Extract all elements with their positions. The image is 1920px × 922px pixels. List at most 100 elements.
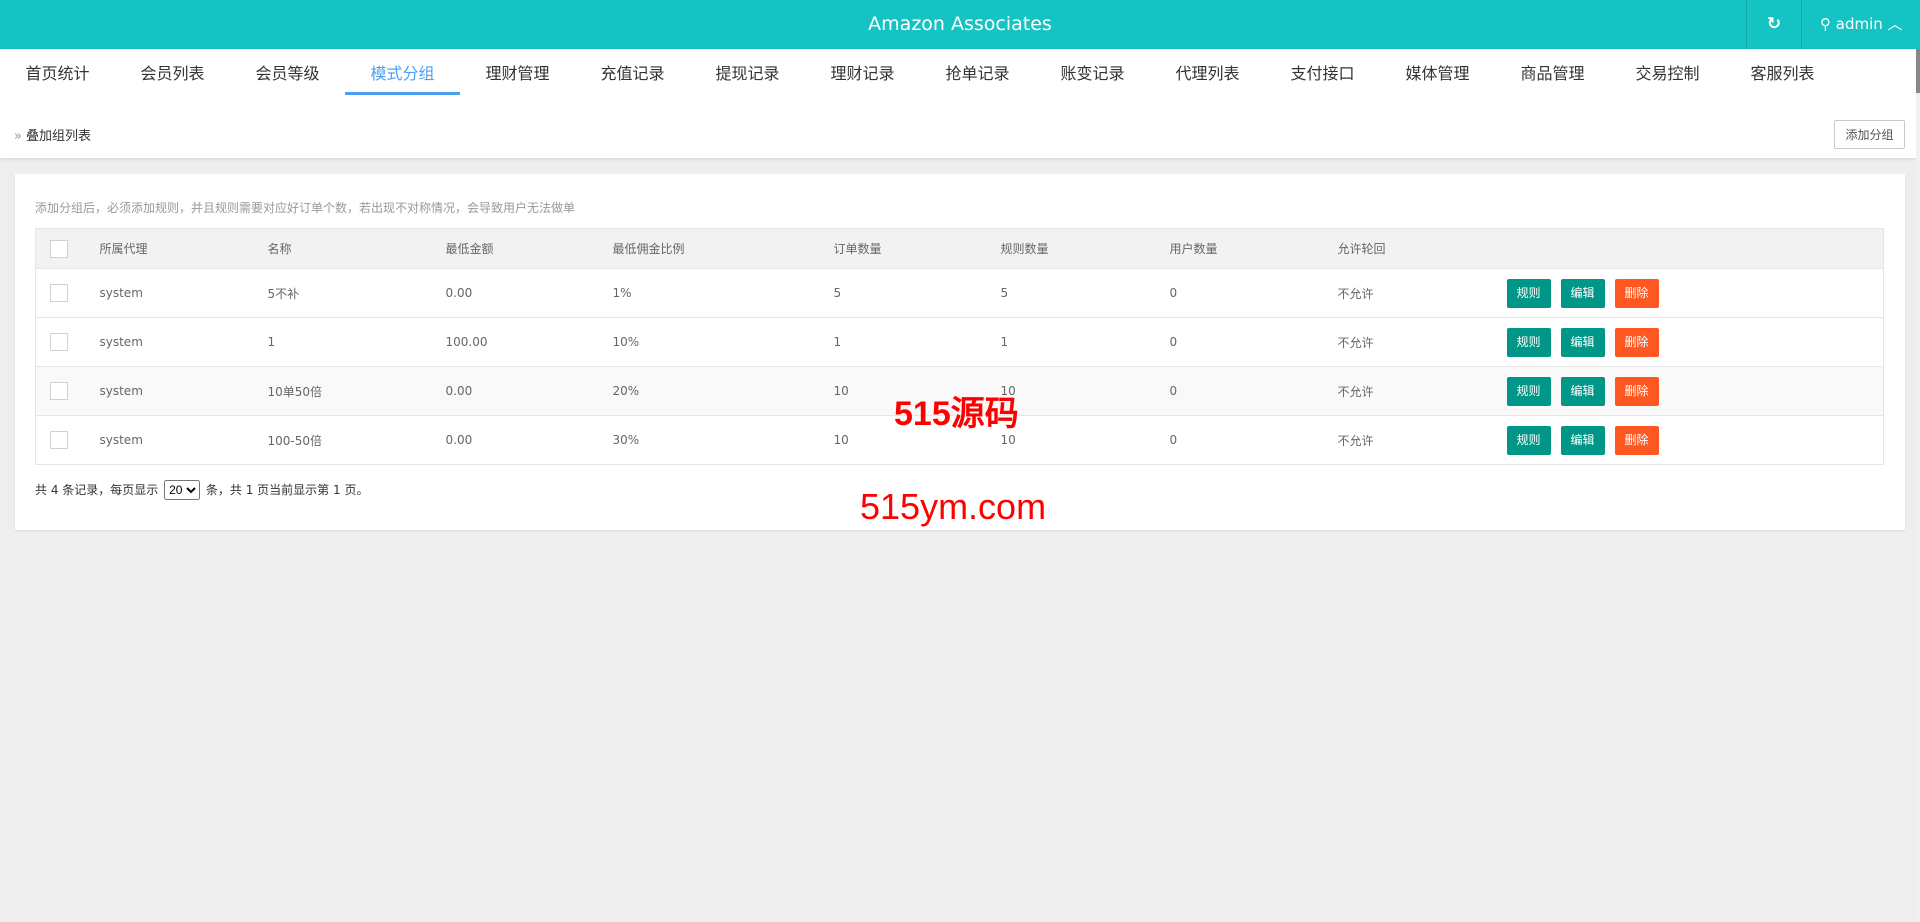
table-cell: 不允许	[1337, 317, 1507, 367]
tab-13[interactable]: 媒体管理	[1405, 64, 1470, 83]
pagination: 共 4 条记录，每页显示 20 条，共 1 页当前显示第 1 页。	[35, 480, 368, 500]
table-cell: 不允许	[1337, 268, 1507, 318]
rule-button[interactable]: 规则	[1506, 327, 1551, 357]
table-cell: 1	[1000, 317, 1170, 367]
tab-7[interactable]: 提现记录	[715, 64, 780, 83]
breadcrumb-label: 叠加组列表	[25, 129, 91, 144]
top-bar: Amazon Associates ↻ ⚲ admin ︿	[0, 0, 1920, 49]
hint-text: 添加分组后，必须添加规则，并且规则需要对应好订单个数，若出现不对称情况，会导致用…	[35, 201, 576, 215]
pager-prefix: 共 4 条记录，每页显示	[35, 483, 159, 497]
table-cell: 0	[1169, 268, 1338, 318]
app-title: Amazon Associates	[868, 13, 1052, 35]
user-menu[interactable]: ⚲ admin ︿	[1820, 0, 1903, 49]
column-header: 最低佣金比例	[612, 228, 834, 269]
delete-button[interactable]: 删除	[1614, 376, 1659, 406]
watermark-url: 515ym.com	[860, 486, 1047, 527]
table-row: system 1 100.00 10% 1 1 0 不允许 规则 编辑 删除	[35, 317, 1884, 367]
table-cell: system	[99, 415, 268, 465]
tab-10[interactable]: 账变记录	[1060, 64, 1125, 83]
breadcrumb: » 叠加组列表	[14, 125, 91, 144]
table-cell: 10%	[612, 317, 834, 367]
column-header: 所属代理	[99, 228, 268, 269]
column-header: 规则数量	[1000, 228, 1170, 269]
rule-button[interactable]: 规则	[1506, 278, 1551, 308]
refresh-icon[interactable]: ↻	[1746, 0, 1802, 49]
column-header: 允许轮回	[1337, 228, 1507, 269]
tab-1[interactable]: 首页统计	[25, 64, 90, 83]
table-cell: 5不补	[267, 268, 446, 318]
table-cell: 1	[267, 317, 446, 367]
group-table: 所属代理 名称 最低金额 最低佣金比例 订单数量 规则数量 用户数量 允许轮回 system 5…	[35, 228, 1884, 465]
tab-5[interactable]: 理财管理	[485, 64, 550, 83]
table-cell: 10单50倍	[267, 366, 446, 416]
table-cell: 0	[1169, 366, 1338, 416]
table-cell: 1	[833, 317, 1001, 367]
tab-15[interactable]: 交易控制	[1635, 64, 1700, 83]
table-cell: system	[99, 366, 268, 416]
table-cell: 100-50倍	[267, 415, 446, 465]
watermark-text: 515源码	[894, 395, 1019, 433]
scrollbar-thumb[interactable]	[1916, 49, 1920, 93]
table-cell: 20%	[612, 366, 834, 416]
table-cell: 不允许	[1337, 366, 1507, 416]
user-icon: ⚲	[1820, 15, 1836, 33]
table-cell: 10	[833, 366, 1001, 416]
rule-button[interactable]: 规则	[1506, 425, 1551, 455]
table-cell: 0	[1169, 415, 1338, 465]
tab-16[interactable]: 客服列表	[1750, 64, 1815, 83]
table-row: system 10单50倍 0.00 20% 10 10 0 不允许 规则 编辑 删除	[35, 366, 1884, 416]
edit-button[interactable]: 编辑	[1560, 278, 1605, 308]
username: admin	[1835, 15, 1883, 33]
scrollbar[interactable]	[1916, 49, 1920, 922]
table-cell: 5	[833, 268, 1001, 318]
tab-12[interactable]: 支付接口	[1290, 64, 1355, 83]
table-cell: 0.00	[445, 268, 613, 318]
edit-button[interactable]: 编辑	[1560, 376, 1605, 406]
table-cell: 5	[1000, 268, 1170, 318]
column-header: 订单数量	[833, 228, 1001, 269]
column-header: 最低金额	[445, 228, 613, 269]
table-cell: 不允许	[1337, 415, 1507, 465]
column-header: 用户数量	[1169, 228, 1338, 269]
double-chevron-icon: »	[14, 129, 22, 144]
table-cell: 0.00	[445, 415, 613, 465]
table-cell: system	[99, 317, 268, 367]
edit-button[interactable]: 编辑	[1560, 425, 1605, 455]
table-cell: system	[99, 268, 268, 318]
tab-6[interactable]: 充值记录	[600, 64, 665, 83]
chevron-up-icon: ︿	[1887, 15, 1903, 33]
table-row: system 100-50倍 0.00 30% 10 10 0 不允许 规则 编辑 删除	[35, 415, 1884, 465]
table-row: system 5不补 0.00 1% 5 5 0 不允许 规则 编辑 删除	[35, 268, 1884, 318]
table-cell: 0	[1169, 317, 1338, 367]
tab-2[interactable]: 会员列表	[140, 64, 205, 83]
delete-button[interactable]: 删除	[1614, 278, 1659, 308]
row-checkbox[interactable]	[50, 431, 68, 449]
row-checkbox[interactable]	[50, 284, 68, 302]
add-group-button[interactable]: 添加分组	[1834, 120, 1905, 149]
column-header: 名称	[267, 228, 446, 269]
delete-button[interactable]: 删除	[1614, 327, 1659, 357]
tab-9[interactable]: 抢单记录	[945, 64, 1010, 83]
table-cell: 30%	[612, 415, 834, 465]
nav-bar: 首页统计 会员列表 会员等级 模式分组 理财管理 充值记录 提现记录 理财记录 抢单记录 账变记录…	[0, 49, 1916, 158]
tab-4[interactable]: 模式分组	[345, 49, 460, 95]
row-checkbox[interactable]	[50, 333, 68, 351]
select-all-checkbox[interactable]	[50, 239, 68, 258]
table-cell: 0.00	[445, 366, 613, 416]
delete-button[interactable]: 删除	[1614, 425, 1659, 455]
tab-8[interactable]: 理财记录	[830, 64, 895, 83]
table-cell: 1%	[612, 268, 834, 318]
tab-3[interactable]: 会员等级	[255, 64, 320, 83]
table-cell: 10	[833, 415, 1001, 465]
page-size-select[interactable]: 20	[164, 480, 201, 500]
edit-button[interactable]: 编辑	[1560, 327, 1605, 357]
tab-14[interactable]: 商品管理	[1520, 64, 1585, 83]
group-list-panel: 添加分组后，必须添加规则，并且规则需要对应好订单个数，若出现不对称情况，会导致用…	[15, 174, 1905, 530]
table-cell: 10	[1000, 366, 1170, 416]
pager-suffix: 条，共 1 页当前显示第 1 页。	[205, 483, 369, 497]
tab-11[interactable]: 代理列表	[1175, 64, 1240, 83]
rule-button[interactable]: 规则	[1506, 376, 1551, 406]
table-cell: 10	[1000, 415, 1170, 465]
row-checkbox[interactable]	[50, 382, 68, 400]
table-cell: 100.00	[445, 317, 613, 367]
